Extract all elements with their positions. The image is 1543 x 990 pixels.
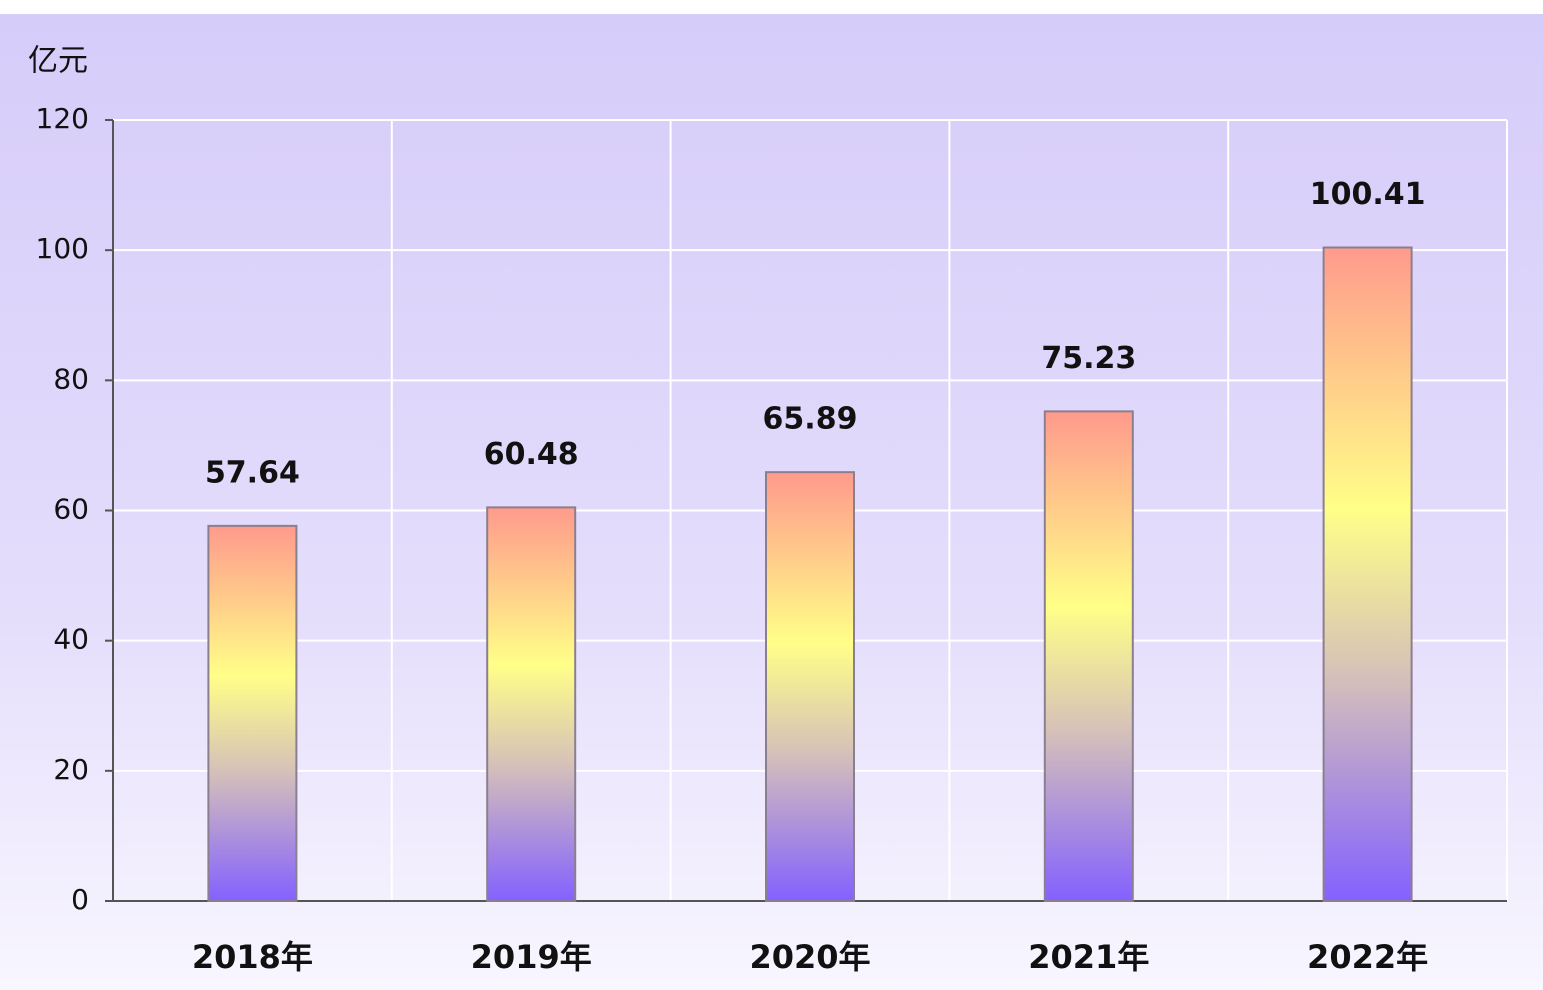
- value-label: 100.41: [1310, 177, 1426, 212]
- y-tick-label: 0: [71, 883, 89, 916]
- bar: [486, 506, 577, 902]
- x-tick-label: 2020年: [749, 938, 870, 976]
- x-tick-label: 2018年: [192, 938, 313, 976]
- x-tick-label: 2022年: [1307, 938, 1428, 976]
- y-tick-label: 60: [53, 493, 89, 526]
- y-tick-label: 20: [53, 753, 89, 786]
- y-axis-unit: 亿元: [28, 44, 88, 79]
- y-tick-label: 40: [53, 623, 89, 656]
- bar: [1322, 246, 1413, 903]
- value-label: 65.89: [763, 402, 858, 437]
- value-label: 57.64: [205, 455, 300, 490]
- value-label: 75.23: [1041, 341, 1136, 376]
- y-tick-label: 100: [36, 232, 89, 265]
- bar: [765, 471, 855, 902]
- bar: [207, 524, 298, 902]
- value-label: 60.48: [484, 437, 579, 472]
- x-tick-label: 2019年: [471, 938, 592, 976]
- x-tick-label: 2021年: [1028, 938, 1149, 976]
- y-tick-label: 120: [36, 102, 89, 135]
- bar: [1043, 410, 1134, 902]
- y-tick-label: 80: [53, 362, 89, 395]
